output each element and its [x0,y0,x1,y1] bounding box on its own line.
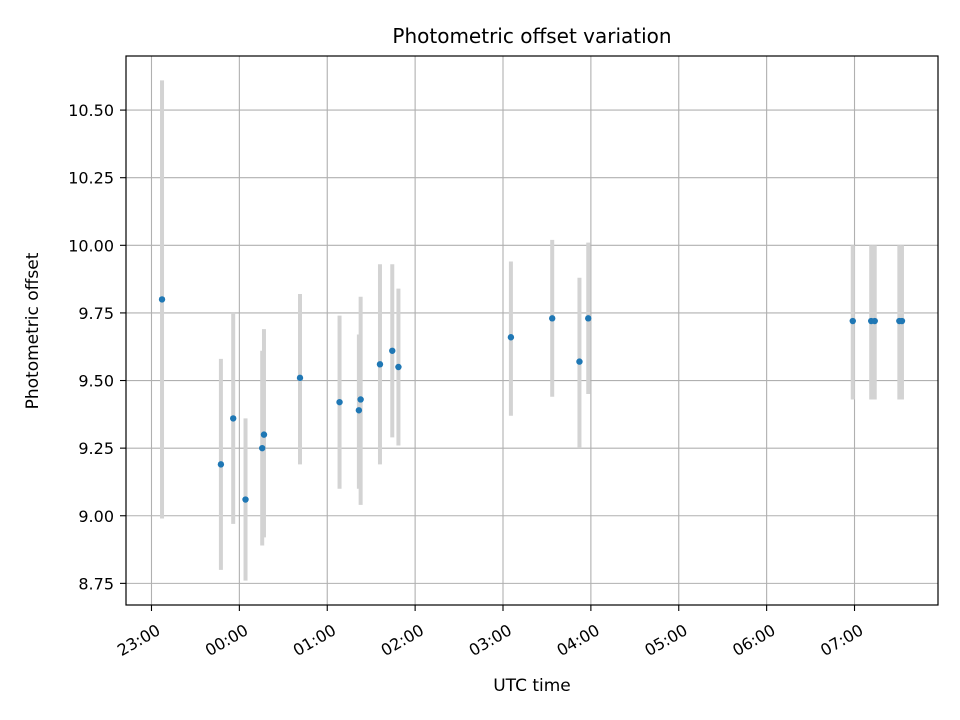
chart-title: Photometric offset variation [392,24,671,48]
data-point [296,374,304,382]
data-point [549,315,556,322]
data-point [230,415,237,422]
data-point [389,347,396,354]
x-axis-label: UTC time [493,676,571,696]
y-tick-label: 9.75 [78,304,114,323]
data-point [158,296,166,303]
data-point [395,363,402,371]
plot-frame [125,55,939,606]
data-point [259,444,266,452]
y-tick-label: 10.50 [68,101,114,120]
data-point [355,407,363,414]
data-point [871,317,878,325]
y-axis-label: Photometric offset [23,252,43,409]
data-point [242,496,249,503]
data-point [898,317,906,325]
y-tick-label: 9.50 [78,372,114,391]
y-tick-label: 9.25 [78,439,114,458]
data-point [217,461,225,468]
data-point [336,398,343,406]
y-tick-label: 10.25 [68,169,114,188]
data-point [576,358,583,365]
y-tick-label: 10.00 [68,236,114,255]
y-tick-label: 8.75 [78,574,114,593]
data-point [507,334,515,341]
data-points [158,296,906,503]
data-point [260,431,268,438]
data-point [376,361,384,368]
data-point [849,317,856,325]
y-axis-ticks: 8.75 9.00 9.25 9.50 9.75 10.00 10.25 10.50 [68,101,126,593]
data-point [585,315,592,322]
data-point [357,396,364,403]
y-tick-label: 9.00 [78,507,114,526]
